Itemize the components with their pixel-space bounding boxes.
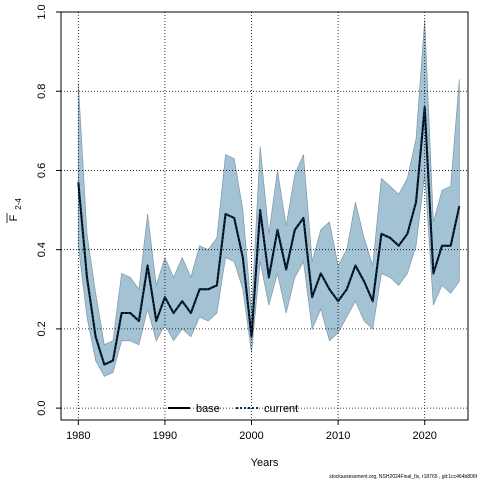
y-tick-label-0.2: 0.2 bbox=[36, 321, 48, 336]
x-tick-label-2020: 2020 bbox=[412, 430, 436, 442]
confidence-band-layer bbox=[77, 19, 460, 377]
y-tick-label-0: 0.0 bbox=[36, 400, 48, 415]
axis-layer: 1980 1990 2000 2010 2020 0.0 0.2 0.4 0.6 0.8 1.0 bbox=[36, 4, 437, 442]
x-tick-label-1990: 1990 bbox=[153, 430, 177, 442]
footnote: stockassessment.org, NSH2024Final_fix, r… bbox=[329, 474, 477, 480]
y-tick-label-0.4: 0.4 bbox=[36, 242, 48, 257]
plot-frame bbox=[60, 11, 469, 421]
x-tick-label-1980: 1980 bbox=[66, 430, 90, 442]
y-axis-title-main: F bbox=[8, 214, 20, 221]
legend-current-label: current bbox=[264, 403, 298, 415]
y-tick-label-0.8: 0.8 bbox=[36, 84, 48, 99]
y-axis-title: F 2-4 bbox=[6, 198, 23, 223]
y-tick-label-0.6: 0.6 bbox=[36, 163, 48, 178]
x-tick-label-2010: 2010 bbox=[326, 430, 350, 442]
y-axis-title-sub: 2-4 bbox=[14, 198, 23, 210]
x-tick-label-2000: 2000 bbox=[239, 430, 263, 442]
series-layer bbox=[77, 106, 461, 366]
series-line-current bbox=[77, 106, 461, 366]
legend: base current bbox=[168, 403, 298, 415]
y-tick-label-1: 1.0 bbox=[36, 4, 48, 19]
confidence-band bbox=[77, 19, 460, 377]
legend-base-label: base bbox=[196, 403, 220, 415]
x-axis-title: Years bbox=[251, 457, 279, 469]
